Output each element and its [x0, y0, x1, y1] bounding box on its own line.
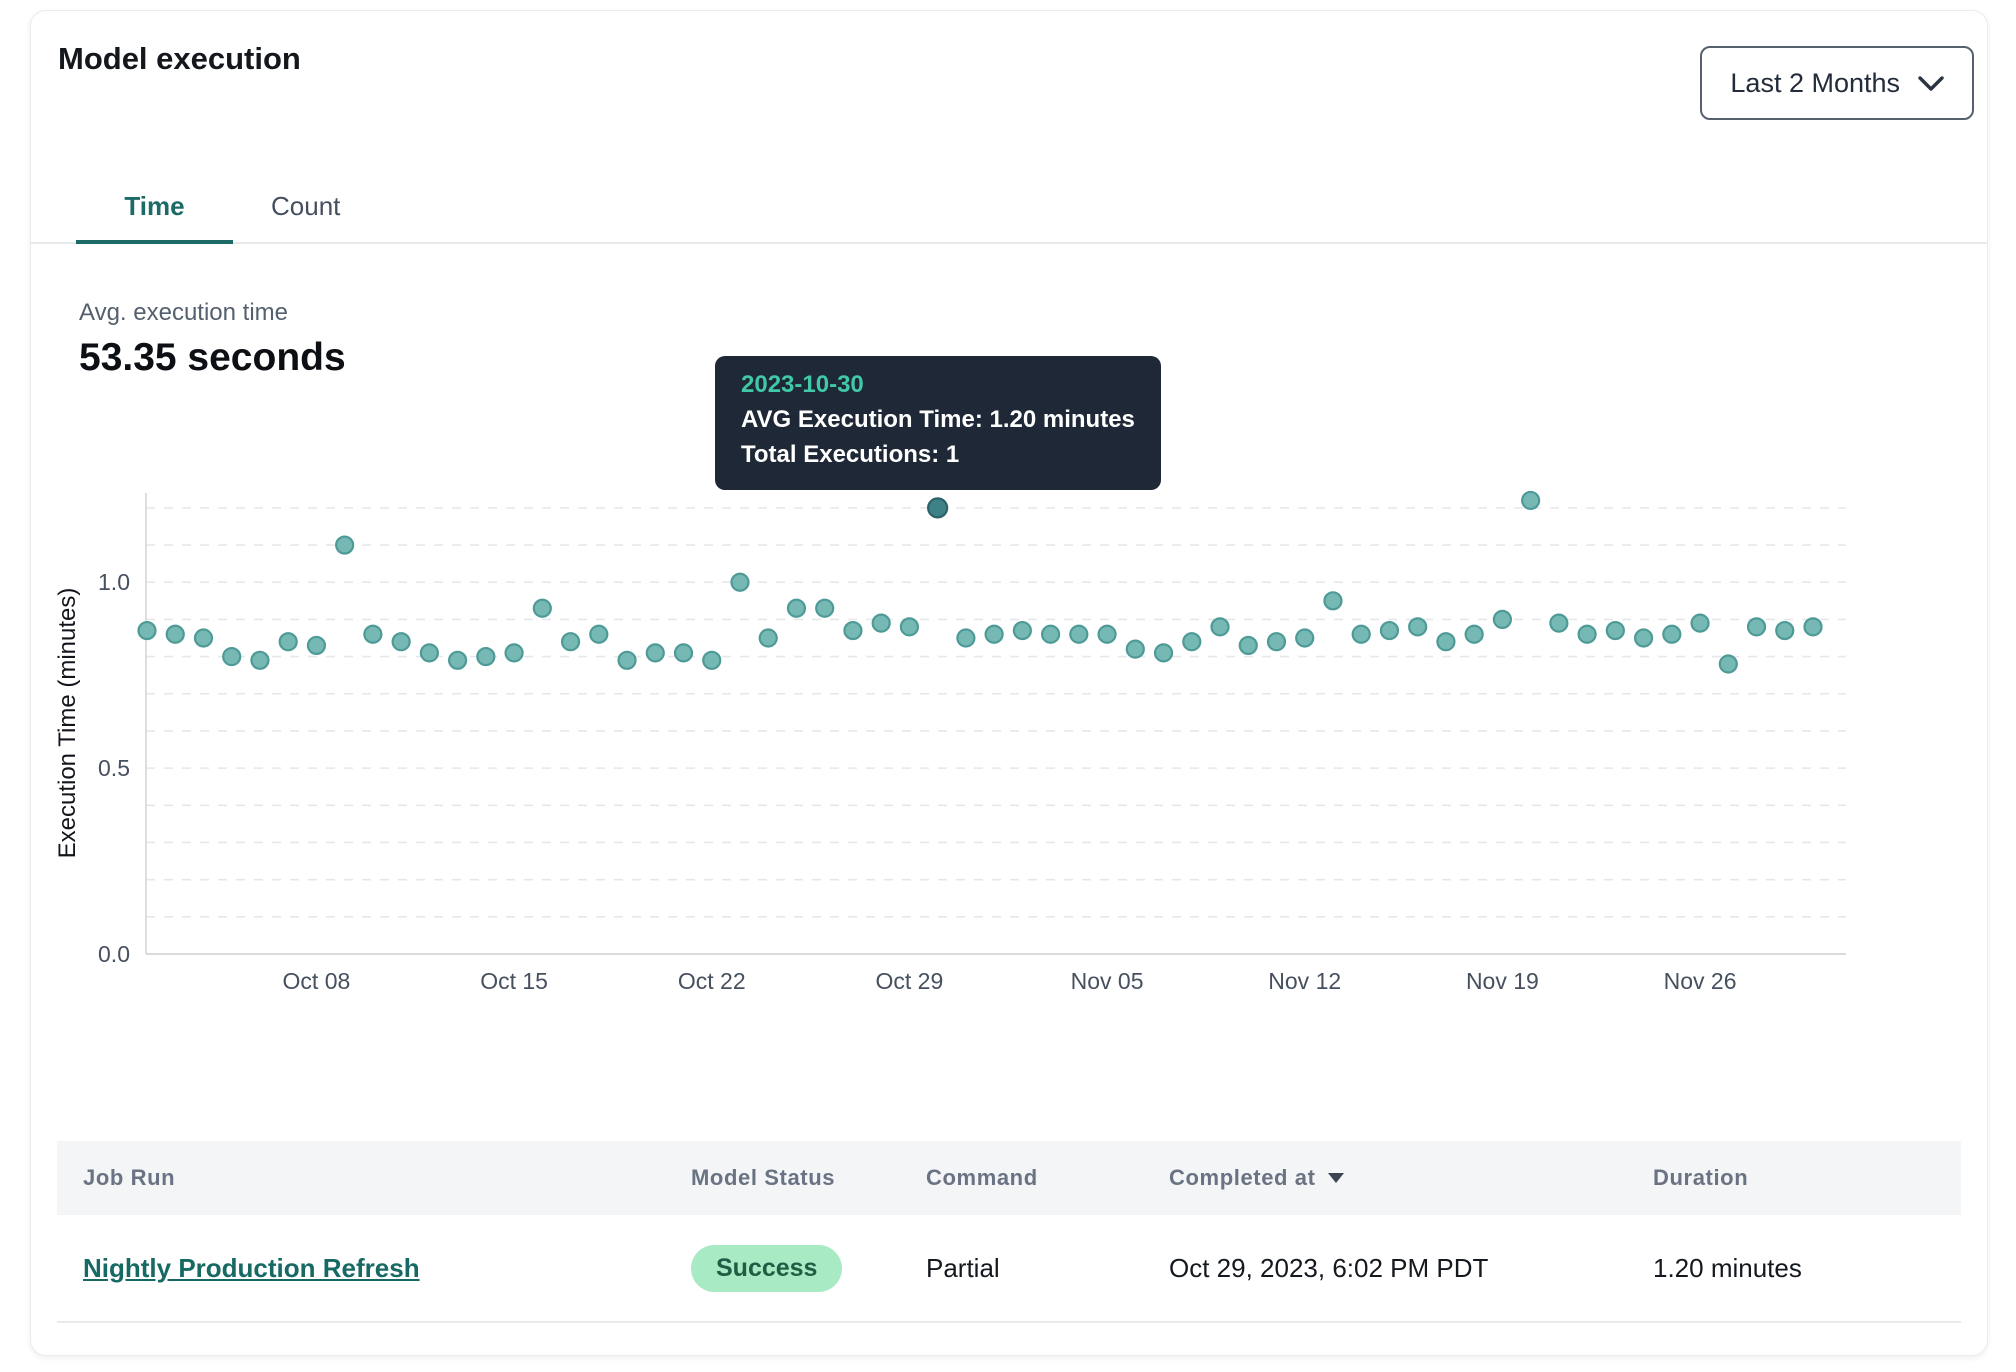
svg-text:Oct 29: Oct 29	[876, 968, 944, 994]
execution-time-chart: Execution Time (minutes) 0.0 0.5 1.0 Oct 08…	[31, 483, 1987, 1058]
execution-time-scatter-plot[interactable]: 0.0 0.5 1.0 Oct 08 Oct 15 Oct 22 Oct 29 Nov 05 N…	[86, 483, 1866, 1013]
tab-count[interactable]: Count	[271, 191, 341, 221]
column-header-completed-at[interactable]: Completed at	[1169, 1165, 1653, 1191]
y-axis-title: Execution Time (minutes)	[54, 587, 81, 859]
tab-time[interactable]: Time	[76, 175, 233, 244]
tab-bar: Time Count	[31, 175, 1987, 244]
command-cell: Partial	[926, 1252, 1000, 1283]
avg-execution-label: Avg. execution time	[79, 299, 289, 326]
table-header-row: Job Run Model Status Command Completed a…	[57, 1141, 1961, 1215]
duration-cell: 1.20 minutes	[1653, 1252, 1802, 1283]
svg-text:Oct 22: Oct 22	[678, 968, 746, 994]
status-badge: Success	[691, 1244, 843, 1292]
svg-text:Nov 26: Nov 26	[1664, 968, 1737, 994]
table-row: Nightly Production Refresh Success Parti…	[57, 1215, 1961, 1323]
completed-at-cell: Oct 29, 2023, 6:02 PM PDT	[1169, 1252, 1489, 1283]
avg-execution-summary: Avg. execution time 53.35 seconds	[79, 299, 346, 380]
page-title: Model execution	[58, 41, 301, 76]
svg-text:Oct 08: Oct 08	[283, 968, 351, 994]
svg-text:Nov 05: Nov 05	[1071, 968, 1144, 994]
svg-text:0.0: 0.0	[98, 941, 130, 967]
chart-tooltip: 2023-10-30 AVG Execution Time: 1.20 minu…	[715, 356, 1161, 490]
svg-text:Nov 12: Nov 12	[1268, 968, 1341, 994]
column-header-command: Command	[926, 1165, 1038, 1190]
column-header-job-run: Job Run	[83, 1165, 176, 1190]
time-range-value: Last 2 Months	[1730, 67, 1900, 98]
svg-text:1.0: 1.0	[98, 569, 130, 595]
svg-text:Nov 19: Nov 19	[1466, 968, 1539, 994]
column-header-duration: Duration	[1653, 1165, 1749, 1190]
job-run-link[interactable]: Nightly Production Refresh	[83, 1252, 420, 1283]
column-header-model-status: Model Status	[691, 1165, 836, 1190]
svg-text:0.5: 0.5	[98, 755, 130, 781]
svg-text:Oct 15: Oct 15	[480, 968, 548, 994]
sort-desc-icon	[1327, 1173, 1344, 1183]
model-execution-card: Model execution Last 2 Months Time Count…	[30, 10, 1988, 1356]
tooltip-avg-execution-time: AVG Execution Time: 1.20 minutes	[741, 406, 1135, 433]
tooltip-date: 2023-10-30	[741, 371, 864, 398]
job-runs-table: Job Run Model Status Command Completed a…	[57, 1141, 1961, 1323]
time-range-dropdown[interactable]: Last 2 Months	[1700, 46, 1974, 120]
tooltip-total-executions: Total Executions: 1	[741, 440, 960, 468]
chevron-down-icon	[1918, 68, 1944, 99]
avg-execution-value: 53.35 seconds	[79, 336, 346, 379]
